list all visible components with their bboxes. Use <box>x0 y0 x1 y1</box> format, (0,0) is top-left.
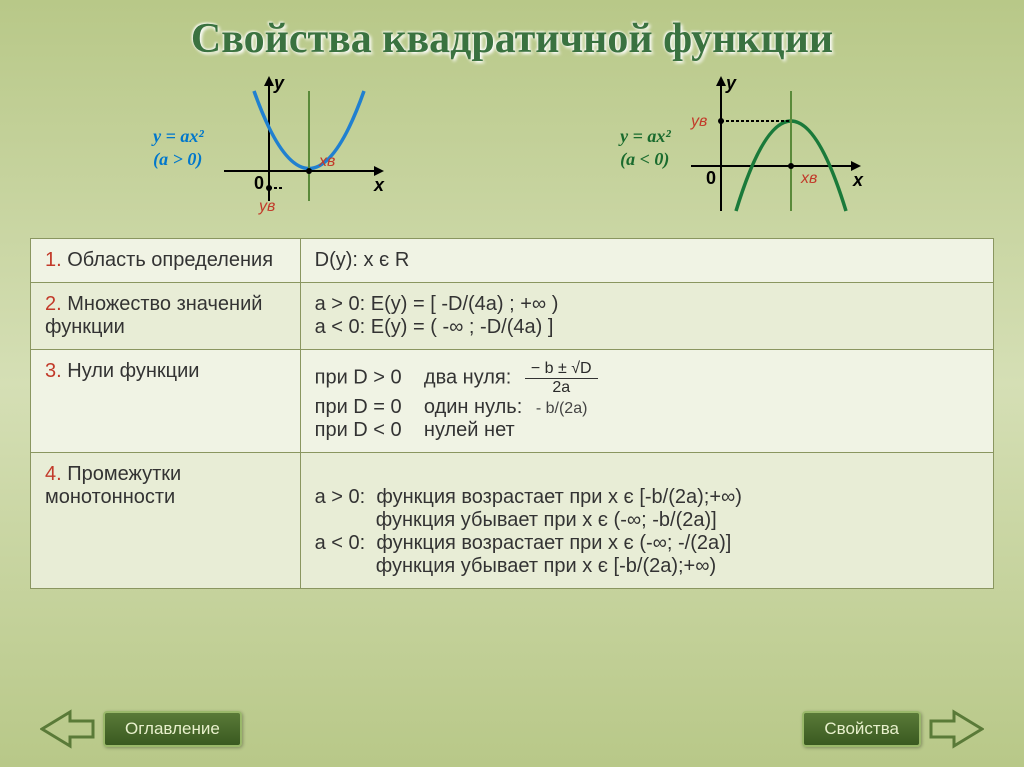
graph-right-block: y = ax² (a < 0) y x 0 xв yв <box>620 68 871 228</box>
yv-label-right: yв <box>690 113 707 130</box>
row-content: при D > 0 два нуля: − b ± √D 2a при D = … <box>300 350 993 453</box>
row-name: Область определения <box>67 249 273 271</box>
graph-left-cond: (a > 0) <box>153 148 204 171</box>
frac-num: − b ± √D <box>525 360 598 379</box>
axis-y-label: y <box>273 73 285 93</box>
axis-x-label-r: x <box>852 170 864 190</box>
graph-left-eq: y = ax² <box>153 125 204 148</box>
graph-right-cond: (a < 0) <box>620 148 671 171</box>
quadratic-formula: − b ± √D 2a <box>525 360 598 396</box>
yv-label-left: yв <box>258 198 275 215</box>
origin-label-r: 0 <box>706 168 716 188</box>
frac-den: 2a <box>525 379 598 397</box>
graphs-row: y = ax² (a > 0) y x 0 xв yв y = ax² (a <… <box>40 68 984 228</box>
axis-y-label-r: y <box>725 73 737 93</box>
content-line: a < 0: E(y) = ( -∞ ; -D/(4a) ] <box>315 316 979 339</box>
mono-line: функция убывает при x є [-b/(2a);+∞) <box>315 555 717 577</box>
nav-row: Оглавление Свойства <box>0 709 1024 749</box>
row-name: Множество значений функции <box>45 293 262 338</box>
graph-left-label: y = ax² (a > 0) <box>153 125 204 172</box>
row-content: D(y): x є R <box>300 239 993 283</box>
row-num: 4. <box>45 463 62 485</box>
row-num: 3. <box>45 360 62 382</box>
row-name: Нули функции <box>67 360 199 382</box>
mono-line: функция убывает при x є (-∞; -b/(2a)] <box>315 509 717 531</box>
origin-label: 0 <box>254 173 264 193</box>
table-row: 4. Промежутки монотонности a > 0: функци… <box>31 453 994 589</box>
ztext: один нуль: <box>424 396 522 418</box>
cond: при D < 0 <box>315 419 402 441</box>
arrow-left-icon <box>40 709 95 749</box>
table-row: 1. Область определения D(y): x є R <box>31 239 994 283</box>
ztext: два нуля: <box>424 366 511 388</box>
table-row: 2. Множество значений функции a > 0: E(y… <box>31 283 994 350</box>
next-label: Свойства <box>802 711 921 747</box>
row-name: Промежутки монотонности <box>45 463 181 508</box>
page-title: Свойства квадратичной функции <box>0 0 1024 63</box>
content-line: a > 0: E(y) = [ -D/(4a) ; +∞ ) <box>315 293 979 316</box>
table-row: 3. Нули функции при D > 0 два нуля: − b … <box>31 350 994 453</box>
prev-label: Оглавление <box>103 711 242 747</box>
cond: при D > 0 <box>315 366 402 388</box>
graph-left-block: y = ax² (a > 0) y x 0 xв yв <box>153 68 394 228</box>
row-content: a > 0: E(y) = [ -D/(4a) ; +∞ ) a < 0: E(… <box>300 283 993 350</box>
mono-line: a > 0: функция возрастает при x є [-b/(2… <box>315 486 742 508</box>
ztext: нулей нет <box>424 419 515 441</box>
note: - b/(2a) <box>536 400 588 417</box>
arrow-right-icon <box>929 709 984 749</box>
row-content: a > 0: функция возрастает при x є [-b/(2… <box>300 453 993 589</box>
properties-table-wrap: 1. Область определения D(y): x є R 2. Мн… <box>30 238 994 589</box>
xv-label-right: xв <box>800 170 817 187</box>
axis-x-label: x <box>373 175 385 195</box>
zeros-line: при D > 0 два нуля: − b ± √D 2a <box>315 360 979 396</box>
row-num: 1. <box>45 249 62 271</box>
xv-label-left: xв <box>318 153 335 170</box>
row-num: 2. <box>45 293 62 315</box>
properties-table: 1. Область определения D(y): x є R 2. Мн… <box>30 238 994 589</box>
parabola-down-graph: y x 0 xв yв <box>681 71 871 226</box>
zeros-line: при D = 0 один нуль: - b/(2a) <box>315 396 979 419</box>
graph-right-label: y = ax² (a < 0) <box>620 125 671 172</box>
zeros-line: при D < 0 нулей нет <box>315 419 979 442</box>
next-button[interactable]: Свойства <box>802 709 984 749</box>
cond: при D = 0 <box>315 396 402 418</box>
graph-right-eq: y = ax² <box>620 125 671 148</box>
prev-button[interactable]: Оглавление <box>40 709 242 749</box>
mono-line: a < 0: функция возрастает при x є (-∞; -… <box>315 532 732 554</box>
parabola-up-graph: y x 0 xв yв <box>214 71 394 226</box>
